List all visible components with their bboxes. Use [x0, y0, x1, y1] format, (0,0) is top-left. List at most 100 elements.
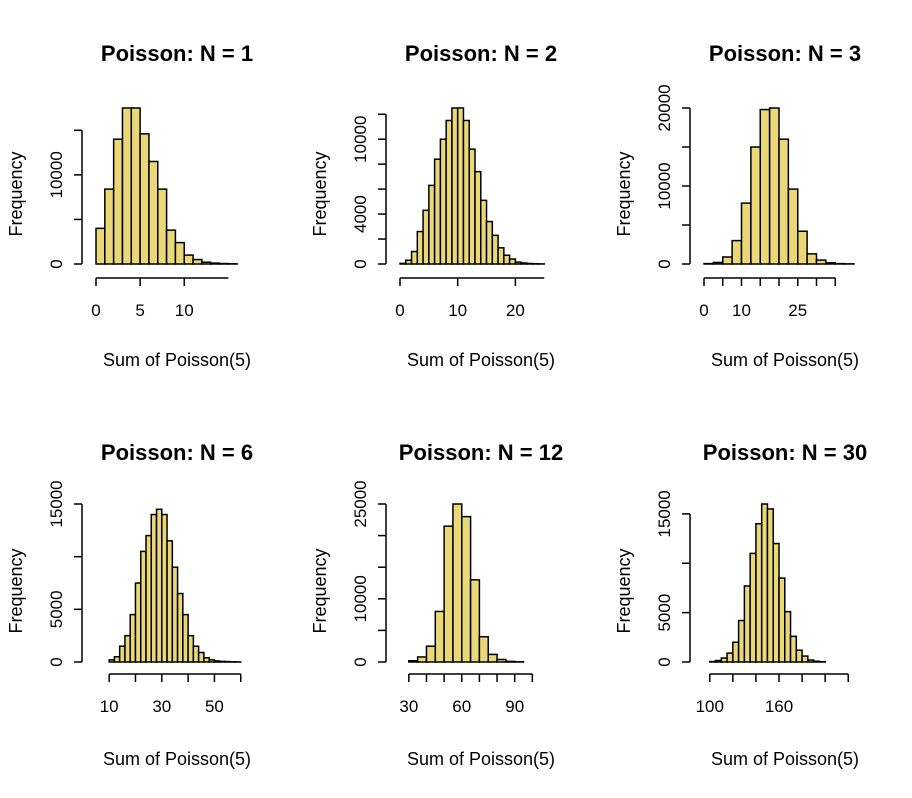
histogram-bar — [505, 660, 516, 663]
x-tick-label: 30 — [399, 697, 418, 716]
histogram-bar — [410, 250, 419, 265]
histogram-bar — [208, 659, 216, 663]
histogram-bar — [174, 241, 185, 265]
histogram-bar — [737, 619, 746, 663]
histogram-bar — [726, 652, 734, 663]
histogram-bar — [451, 107, 459, 265]
histogram-bar — [766, 508, 774, 663]
chart-title: Poisson: N = 1 — [101, 41, 253, 66]
x-axis-label: Sum of Poisson(5) — [103, 749, 251, 769]
histogram-bar — [497, 247, 505, 265]
chart-panel-3: 0 10 25 0 10000 20000 Poisson: N = 3 Sum of Poi… — [614, 41, 861, 370]
histogram-bar — [405, 259, 413, 265]
y-tick-label: 10000 — [351, 116, 370, 163]
x-tick-label: 5 — [135, 301, 144, 320]
x-tick-label: 30 — [152, 697, 171, 716]
histogram-bar — [801, 655, 809, 663]
histogram-bar — [157, 188, 168, 265]
histogram-bar — [825, 262, 836, 265]
chart-title: Poisson: N = 6 — [101, 440, 253, 465]
histogram-bar — [778, 138, 790, 265]
histogram-bar — [740, 202, 752, 265]
y-axis-label: Frequency — [614, 548, 634, 633]
histogram-bar — [469, 579, 481, 663]
x-tick-label: 60 — [452, 697, 471, 716]
histogram-bar — [755, 523, 763, 663]
histogram-bar — [712, 261, 724, 265]
y-tick-label: 0 — [47, 259, 66, 268]
chart-title: Poisson: N = 30 — [703, 440, 867, 465]
histogram-bar — [787, 188, 799, 265]
x-tick-label: 10 — [448, 301, 467, 320]
histogram-bar — [480, 199, 488, 265]
histogram-bar — [508, 258, 517, 265]
histogram-bar — [139, 133, 150, 265]
histogram-bar — [768, 107, 780, 265]
histogram-bar — [772, 542, 780, 663]
chart-panel-4: 10 30 50 0 5000 15000 Poisson: N = 6 Sum of Poi… — [6, 440, 253, 769]
histogram-bar — [461, 515, 472, 663]
histogram-bar — [218, 660, 226, 663]
x-axis-label: Sum of Poisson(5) — [711, 749, 859, 769]
y-axis-label: Frequency — [6, 548, 26, 633]
x-tick-label: 10 — [100, 697, 119, 716]
y-tick-label: 4000 — [351, 195, 370, 233]
histogram-bar — [462, 119, 470, 265]
y-tick-label: 20000 — [655, 84, 674, 131]
histogram-bar — [433, 158, 442, 265]
histogram-bar — [416, 656, 428, 663]
histogram-bar — [130, 107, 141, 265]
histogram-bar — [187, 634, 195, 663]
chart-panel-6: 100 160 0 5000 15000 Poisson: N = 30 Sum of Po… — [614, 440, 867, 769]
histogram-bar — [815, 259, 827, 265]
x-axis-label: Sum of Poisson(5) — [407, 350, 555, 370]
chart-title: Poisson: N = 2 — [405, 41, 557, 66]
histogram-bar — [749, 552, 757, 663]
histogram-bar — [121, 107, 133, 265]
histogram-bar — [807, 659, 815, 663]
chart-title: Poisson: N = 3 — [709, 41, 861, 66]
y-tick-label: 5000 — [47, 590, 66, 628]
histogram-bar — [183, 254, 194, 265]
histogram-bar — [95, 227, 106, 265]
histogram-bar — [139, 550, 147, 663]
histogram-bar — [428, 184, 436, 265]
histogram-bar — [150, 513, 158, 663]
histogram-bar — [124, 634, 131, 663]
y-axis-label: Frequency — [310, 151, 330, 236]
histogram-bar — [129, 613, 137, 663]
histogram-bar — [182, 613, 189, 663]
y-tick-label: 25000 — [351, 480, 370, 527]
x-tick-label: 10 — [732, 301, 751, 320]
histogram-bar — [743, 585, 751, 663]
x-axis-label: Sum of Poisson(5) — [711, 350, 859, 370]
y-tick-label: 0 — [47, 657, 66, 666]
histogram-bar — [778, 577, 786, 663]
histogram-bar — [456, 107, 465, 265]
histogram-bar — [408, 659, 419, 663]
histogram-bar — [496, 658, 507, 663]
chart-panel-1: 0 5 10 0 10000 Poisson: N = 1 Sum of Poisson(5… — [6, 41, 253, 370]
histogram-bar — [806, 253, 818, 265]
histogram-bar — [720, 657, 728, 663]
x-tick-label: 20 — [506, 301, 525, 320]
x-axis-label: Sum of Poisson(5) — [407, 749, 555, 769]
x-tick-label: 160 — [765, 697, 793, 716]
histogram-bar — [503, 254, 511, 265]
histogram-bar — [197, 651, 205, 663]
histogram-bar — [192, 258, 203, 265]
histogram-bar — [176, 592, 184, 663]
histogram-bar — [166, 540, 174, 663]
histogram-bar — [425, 645, 437, 663]
histogram-bar — [422, 209, 430, 265]
histogram-bar — [478, 635, 489, 663]
histogram-bar — [468, 148, 476, 265]
histogram-bar — [104, 188, 115, 265]
histogram-bar — [443, 525, 454, 663]
histogram-bar — [485, 220, 494, 265]
histogram-bar — [134, 582, 142, 663]
x-tick-label: 90 — [505, 697, 524, 716]
y-axis-label: Frequency — [310, 548, 330, 633]
histogram-bar — [192, 645, 200, 663]
histogram-bar — [112, 138, 124, 265]
